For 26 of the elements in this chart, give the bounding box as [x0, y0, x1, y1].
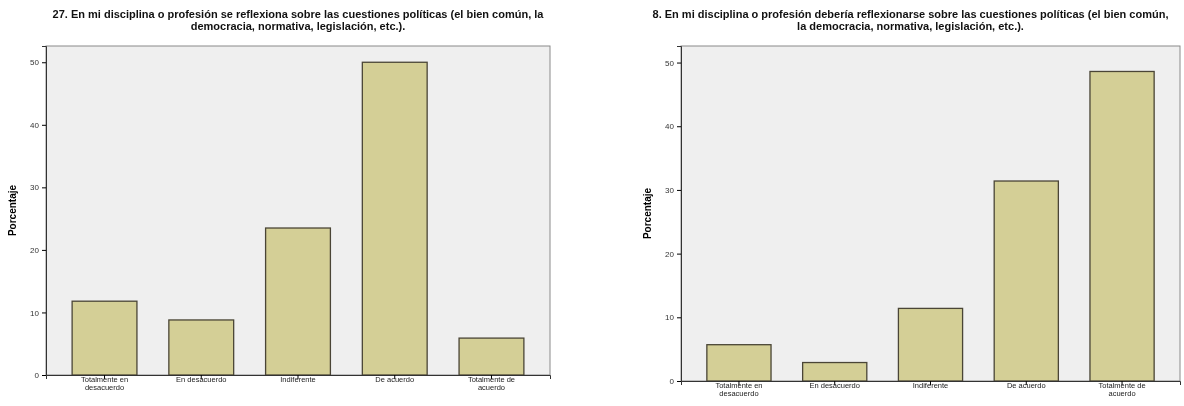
y-tick-label: 30	[30, 183, 40, 193]
bar	[897, 307, 964, 382]
y-tick-label: 40	[30, 120, 40, 130]
y-tick-label: 30	[665, 186, 675, 195]
y-tick-label: 20	[30, 245, 40, 255]
bar	[801, 361, 868, 382]
y-tick-label: 40	[665, 122, 675, 132]
bar	[993, 180, 1060, 382]
chart-title: 8. En mi disciplina o profesión debería reflexionarse sobre las cuestiones políticas (el bien común, la democracia, normativa, legislación, etc.).	[652, 8, 1169, 32]
bar	[264, 227, 332, 376]
bar	[361, 61, 428, 376]
bar	[168, 319, 235, 376]
y-tick-label: 10	[30, 308, 40, 318]
bar	[1089, 70, 1155, 382]
y-tick-label: 50	[30, 58, 40, 68]
bar	[458, 337, 525, 376]
y-tick-label: 20	[665, 249, 675, 259]
y-tick-label: 0	[34, 371, 40, 381]
y-tick-label: 0	[669, 377, 675, 387]
y-axis-title: Porcentaje	[642, 187, 653, 240]
bar	[706, 344, 772, 382]
y-tick-label: 10	[665, 313, 675, 323]
y-axis-title: Porcentaje	[7, 184, 18, 237]
bar	[71, 300, 138, 376]
y-tick-label: 50	[665, 58, 675, 68]
chart-title: 27. En mi disciplina o profesión se reflexiona sobre las cuestiones políticas (el bien común, la democracia, normativa, legislación, etc.).	[52, 8, 545, 32]
